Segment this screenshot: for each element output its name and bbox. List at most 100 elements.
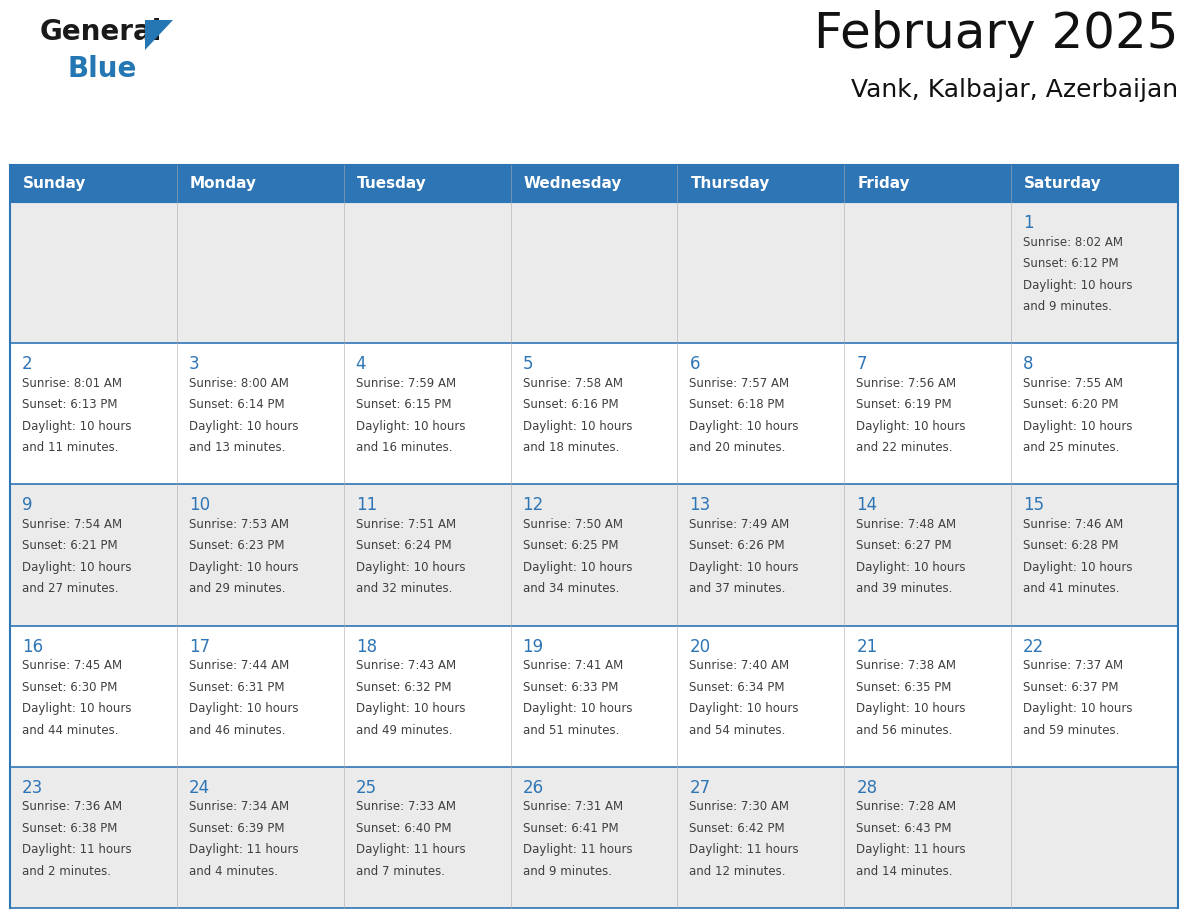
Text: Sunset: 6:14 PM: Sunset: 6:14 PM <box>189 398 284 411</box>
Text: Sunset: 6:35 PM: Sunset: 6:35 PM <box>857 680 952 694</box>
Text: Sunrise: 7:33 AM: Sunrise: 7:33 AM <box>355 800 456 813</box>
Text: Daylight: 10 hours: Daylight: 10 hours <box>355 561 466 574</box>
Text: Sunrise: 8:02 AM: Sunrise: 8:02 AM <box>1023 236 1123 249</box>
Text: Sunset: 6:28 PM: Sunset: 6:28 PM <box>1023 540 1119 553</box>
Bar <box>10 202 177 343</box>
Text: Sunrise: 7:36 AM: Sunrise: 7:36 AM <box>23 800 122 813</box>
Text: Sunrise: 7:54 AM: Sunrise: 7:54 AM <box>23 518 122 531</box>
Text: Sunset: 6:37 PM: Sunset: 6:37 PM <box>1023 680 1119 694</box>
Bar <box>845 343 1011 485</box>
Text: and 7 minutes.: and 7 minutes. <box>355 865 444 878</box>
Text: 13: 13 <box>689 497 710 514</box>
Text: Sunset: 6:23 PM: Sunset: 6:23 PM <box>189 540 284 553</box>
Bar <box>1011 343 1178 485</box>
Text: Sunrise: 7:53 AM: Sunrise: 7:53 AM <box>189 518 289 531</box>
Bar <box>677 165 845 202</box>
Text: 16: 16 <box>23 638 43 655</box>
Text: Sunrise: 7:51 AM: Sunrise: 7:51 AM <box>355 518 456 531</box>
Bar <box>10 343 177 485</box>
Text: General: General <box>40 18 163 46</box>
Text: Daylight: 10 hours: Daylight: 10 hours <box>857 702 966 715</box>
Text: Sunset: 6:16 PM: Sunset: 6:16 PM <box>523 398 618 411</box>
Text: Sunrise: 7:37 AM: Sunrise: 7:37 AM <box>1023 659 1124 672</box>
Text: 27: 27 <box>689 778 710 797</box>
Text: Sunrise: 7:48 AM: Sunrise: 7:48 AM <box>857 518 956 531</box>
Bar <box>845 485 1011 625</box>
Text: Daylight: 10 hours: Daylight: 10 hours <box>689 420 798 432</box>
Text: and 34 minutes.: and 34 minutes. <box>523 582 619 596</box>
Text: Daylight: 10 hours: Daylight: 10 hours <box>189 702 298 715</box>
Text: Daylight: 10 hours: Daylight: 10 hours <box>189 561 298 574</box>
Text: Sunset: 6:41 PM: Sunset: 6:41 PM <box>523 822 618 834</box>
Text: and 22 minutes.: and 22 minutes. <box>857 442 953 454</box>
Bar <box>1011 485 1178 625</box>
Bar <box>177 625 343 767</box>
Bar <box>1011 767 1178 908</box>
Text: 17: 17 <box>189 638 210 655</box>
Text: Sunset: 6:34 PM: Sunset: 6:34 PM <box>689 680 785 694</box>
Bar <box>177 165 343 202</box>
Text: Sunset: 6:19 PM: Sunset: 6:19 PM <box>857 398 952 411</box>
Text: and 39 minutes.: and 39 minutes. <box>857 582 953 596</box>
Text: 15: 15 <box>1023 497 1044 514</box>
Text: 26: 26 <box>523 778 544 797</box>
Text: 6: 6 <box>689 355 700 374</box>
Text: and 20 minutes.: and 20 minutes. <box>689 442 785 454</box>
Text: Sunset: 6:31 PM: Sunset: 6:31 PM <box>189 680 284 694</box>
Text: Sunset: 6:42 PM: Sunset: 6:42 PM <box>689 822 785 834</box>
Text: Sunset: 6:12 PM: Sunset: 6:12 PM <box>1023 257 1119 270</box>
Text: Saturday: Saturday <box>1024 176 1102 191</box>
Bar <box>677 625 845 767</box>
Text: 2: 2 <box>23 355 32 374</box>
Text: Sunset: 6:32 PM: Sunset: 6:32 PM <box>355 680 451 694</box>
Text: Daylight: 11 hours: Daylight: 11 hours <box>189 844 298 856</box>
Bar <box>511 343 677 485</box>
Text: Sunrise: 7:45 AM: Sunrise: 7:45 AM <box>23 659 122 672</box>
Text: Sunset: 6:26 PM: Sunset: 6:26 PM <box>689 540 785 553</box>
Text: 7: 7 <box>857 355 867 374</box>
Bar <box>177 343 343 485</box>
Text: Sunset: 6:25 PM: Sunset: 6:25 PM <box>523 540 618 553</box>
Text: Daylight: 10 hours: Daylight: 10 hours <box>355 420 466 432</box>
Text: Sunrise: 7:43 AM: Sunrise: 7:43 AM <box>355 659 456 672</box>
Bar <box>511 485 677 625</box>
Text: and 29 minutes.: and 29 minutes. <box>189 582 285 596</box>
Text: and 46 minutes.: and 46 minutes. <box>189 723 285 736</box>
Text: Sunset: 6:13 PM: Sunset: 6:13 PM <box>23 398 118 411</box>
Text: Thursday: Thursday <box>690 176 770 191</box>
Bar <box>845 202 1011 343</box>
Text: Daylight: 10 hours: Daylight: 10 hours <box>23 702 132 715</box>
Text: Daylight: 10 hours: Daylight: 10 hours <box>689 702 798 715</box>
Text: Sunset: 6:27 PM: Sunset: 6:27 PM <box>857 540 952 553</box>
Text: 1: 1 <box>1023 214 1034 232</box>
Bar <box>177 202 343 343</box>
Text: and 11 minutes.: and 11 minutes. <box>23 442 119 454</box>
Text: Daylight: 11 hours: Daylight: 11 hours <box>523 844 632 856</box>
Text: Tuesday: Tuesday <box>356 176 426 191</box>
Bar <box>677 202 845 343</box>
Bar <box>177 485 343 625</box>
Text: Daylight: 10 hours: Daylight: 10 hours <box>189 420 298 432</box>
Text: Sunset: 6:15 PM: Sunset: 6:15 PM <box>355 398 451 411</box>
Text: Sunset: 6:24 PM: Sunset: 6:24 PM <box>355 540 451 553</box>
Bar <box>10 165 177 202</box>
Text: Sunset: 6:30 PM: Sunset: 6:30 PM <box>23 680 118 694</box>
Bar <box>677 767 845 908</box>
Text: 11: 11 <box>355 497 377 514</box>
Text: and 56 minutes.: and 56 minutes. <box>857 723 953 736</box>
Text: Sunrise: 7:46 AM: Sunrise: 7:46 AM <box>1023 518 1124 531</box>
Text: Sunrise: 8:01 AM: Sunrise: 8:01 AM <box>23 376 122 390</box>
Text: Vank, Kalbajar, Azerbaijan: Vank, Kalbajar, Azerbaijan <box>851 78 1178 102</box>
Bar <box>845 767 1011 908</box>
Bar <box>677 343 845 485</box>
Bar <box>1011 165 1178 202</box>
Bar <box>1011 625 1178 767</box>
Text: Daylight: 10 hours: Daylight: 10 hours <box>523 420 632 432</box>
Text: 8: 8 <box>1023 355 1034 374</box>
Text: Sunrise: 7:31 AM: Sunrise: 7:31 AM <box>523 800 623 813</box>
Text: Sunset: 6:39 PM: Sunset: 6:39 PM <box>189 822 284 834</box>
Text: 12: 12 <box>523 497 544 514</box>
Text: Sunrise: 7:30 AM: Sunrise: 7:30 AM <box>689 800 790 813</box>
Bar <box>10 485 177 625</box>
Text: 23: 23 <box>23 778 43 797</box>
